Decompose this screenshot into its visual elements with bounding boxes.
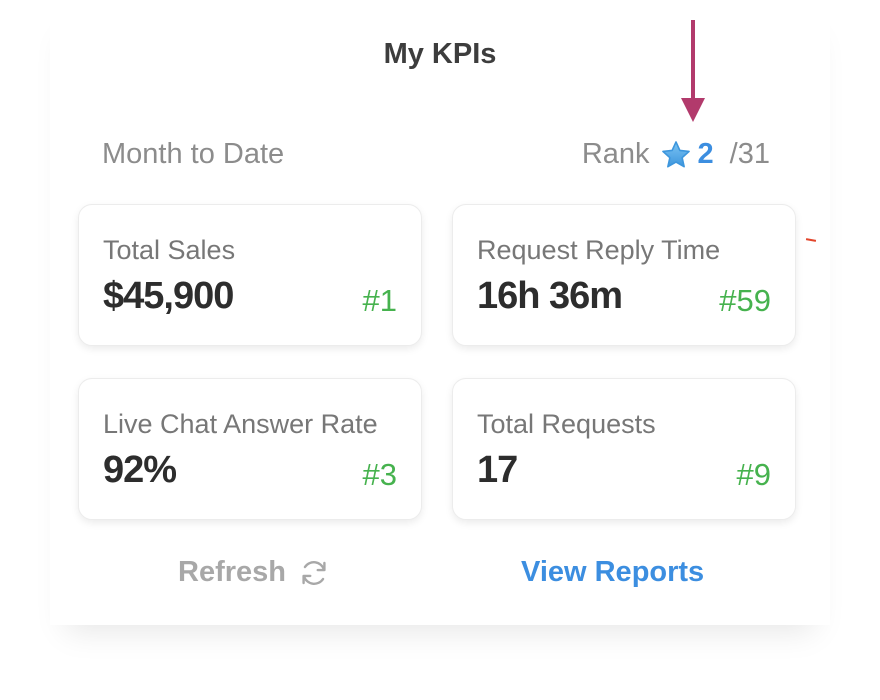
kpi-label: Live Chat Answer Rate bbox=[103, 409, 378, 439]
kpi-value: 92% bbox=[103, 449, 177, 491]
kpi-rank: #3 bbox=[362, 457, 397, 492]
refresh-button[interactable]: Refresh bbox=[178, 556, 330, 589]
rank-summary: Rank 2 /31 bbox=[582, 138, 770, 171]
star-icon bbox=[661, 140, 690, 168]
kpi-card-total-requests[interactable]: Total Requests 17 #9 bbox=[452, 378, 796, 520]
page-title: My KPIs bbox=[383, 38, 497, 70]
rank-total: /31 bbox=[729, 138, 770, 170]
rank-label: Rank bbox=[581, 138, 650, 170]
kpi-rank: #1 bbox=[362, 283, 397, 318]
annotation-arrow-head bbox=[681, 98, 705, 122]
refresh-label: Refresh bbox=[178, 556, 286, 588]
kpi-value: 16h 36m bbox=[477, 275, 623, 317]
kpi-rank: #9 bbox=[736, 457, 771, 492]
kpi-card-total-sales[interactable]: Total Sales $45,900 #1 bbox=[78, 204, 422, 346]
kpi-label: Total Sales bbox=[103, 235, 236, 265]
kpi-value: 17 bbox=[477, 449, 518, 491]
view-reports-link[interactable]: View Reports bbox=[521, 556, 705, 588]
kpi-label: Request Reply Time bbox=[477, 235, 721, 265]
kpi-label: Total Requests bbox=[477, 409, 656, 439]
annotation-arrow-shaft bbox=[691, 20, 695, 100]
kpi-rank: #59 bbox=[719, 283, 771, 318]
kpi-card-live-chat-answer-rate[interactable]: Live Chat Answer Rate 92% #3 bbox=[78, 378, 422, 520]
kpi-card-request-reply-time[interactable]: Request Reply Time 16h 36m #59 bbox=[452, 204, 796, 346]
refresh-icon bbox=[302, 560, 326, 585]
period-label: Month to Date bbox=[102, 138, 285, 170]
rank-value: 2 bbox=[697, 138, 714, 170]
kpi-value: $45,900 bbox=[103, 275, 234, 317]
